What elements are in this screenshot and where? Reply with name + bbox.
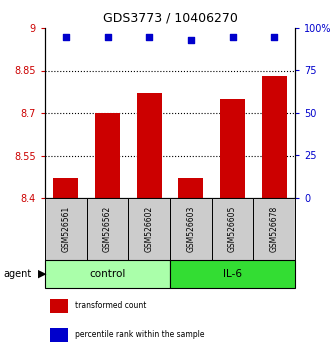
Bar [50,298,68,313]
Point [188,37,194,43]
Point [147,34,152,39]
Text: GSM526605: GSM526605 [228,206,237,252]
Bar [253,198,295,260]
Bar [212,198,253,260]
Bar [45,198,87,260]
Point [271,34,277,39]
Bar [45,260,170,288]
Text: ▶: ▶ [38,269,47,279]
Point [63,34,69,39]
Title: GDS3773 / 10406270: GDS3773 / 10406270 [103,11,237,24]
Text: GSM526561: GSM526561 [61,206,70,252]
Text: GSM526603: GSM526603 [186,206,195,252]
Text: percentile rank within the sample: percentile rank within the sample [75,330,205,339]
Bar [53,178,78,198]
Bar [220,99,245,198]
Bar [95,113,120,198]
Bar [137,93,162,198]
Bar [128,198,170,260]
Text: IL-6: IL-6 [223,269,242,279]
Point [230,34,235,39]
Text: GSM526562: GSM526562 [103,206,112,252]
Point [105,34,110,39]
Text: transformed count: transformed count [75,301,146,310]
Text: GSM526678: GSM526678 [270,206,279,252]
Bar [178,178,203,198]
Bar [170,198,212,260]
Bar [170,260,295,288]
Bar [87,198,128,260]
Bar [50,327,68,342]
Bar [262,76,287,198]
Text: control: control [89,269,126,279]
Text: agent: agent [3,269,31,279]
Text: GSM526602: GSM526602 [145,206,154,252]
